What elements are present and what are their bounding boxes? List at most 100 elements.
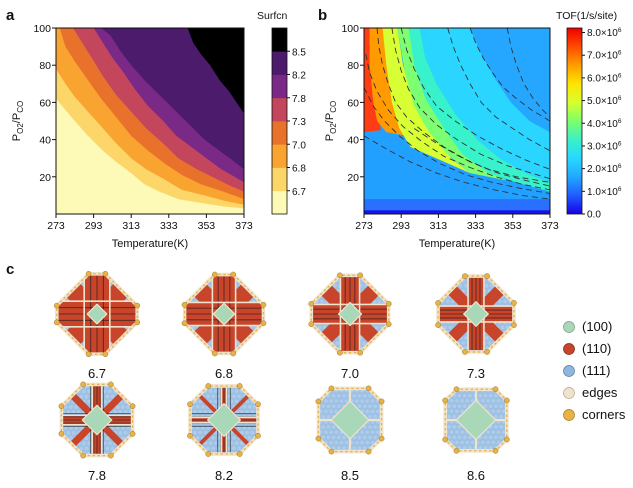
atom-dot (46, 421, 50, 425)
atom-dot (525, 373, 529, 377)
atom-dot (137, 395, 141, 399)
atom-dot (439, 409, 443, 413)
facet-100 (138, 415, 149, 426)
atom-dot (49, 295, 53, 299)
atom-dot (428, 325, 432, 329)
panel-b-ytick: 20 (347, 172, 359, 184)
atom-dot (270, 305, 274, 309)
panel-b-colorbar (566, 27, 583, 215)
atom-dot (144, 400, 148, 404)
atom-dot (504, 456, 508, 460)
atom-dot (508, 278, 513, 283)
atom-dot (355, 399, 359, 403)
atom-dot (329, 378, 333, 382)
atom-dot (271, 431, 275, 435)
atom-dot (429, 420, 433, 424)
atom-dot (388, 268, 392, 272)
tick-mantissa: 8.0×10 (587, 28, 618, 39)
atom-dot (523, 420, 527, 424)
atom-dot (239, 409, 244, 414)
atom-dot (302, 326, 306, 330)
atom-dot (399, 384, 403, 388)
atom-dot (499, 424, 503, 429)
facet-100 (517, 309, 526, 318)
atom-dot (53, 467, 57, 471)
atom-dot (235, 462, 239, 466)
corner-atom (315, 435, 322, 442)
atom-dot (137, 374, 141, 378)
atom-dot (66, 379, 70, 383)
atom-dot (389, 384, 393, 388)
atom-dot (234, 399, 239, 404)
atom-dot (520, 394, 524, 398)
atom-dot (48, 436, 52, 440)
atom-dot (176, 295, 180, 299)
facet-100 (462, 300, 490, 328)
tick-mantissa: 6.0×10 (587, 73, 618, 84)
atom-dot (389, 373, 393, 377)
atom-dot (189, 441, 192, 445)
atom-dot (188, 278, 193, 283)
atom-dot (302, 336, 306, 340)
atom-dot (458, 383, 462, 387)
facet-100 (426, 309, 435, 318)
atom-dot (379, 346, 384, 351)
atom-dot (270, 357, 274, 361)
atom-dot (332, 456, 336, 460)
atom-dot (208, 441, 213, 445)
atom-dot (56, 441, 60, 445)
atom-dot (439, 378, 443, 382)
atom-dot (179, 352, 183, 356)
atom-dot (301, 436, 305, 440)
atom-dot (144, 462, 148, 466)
corner-atom (435, 322, 441, 328)
atom-dot (304, 320, 308, 324)
atom-dot (257, 269, 261, 273)
atom-dot (354, 263, 358, 267)
colorbar-swatch-6.8 (272, 167, 287, 192)
atom-dot (437, 394, 441, 398)
tick-mantissa: 7.0×10 (587, 51, 618, 62)
atom-dot (425, 289, 429, 293)
atom-dot (138, 295, 142, 299)
tick-exponent: 6 (618, 163, 622, 170)
atom-dot (337, 456, 341, 460)
atom-dot (397, 410, 401, 414)
atom-dot (298, 378, 302, 382)
atom-dot (393, 279, 397, 283)
atom-dot (186, 263, 190, 267)
atom-dot (314, 462, 318, 466)
atom-dot (500, 325, 505, 330)
corner-atom (80, 452, 87, 459)
atom-dot (63, 405, 68, 409)
atom-dot (438, 357, 442, 361)
shape-label: 7.3 (467, 366, 485, 381)
atom-dot (346, 268, 350, 272)
atom-dot (204, 368, 208, 372)
atom-dot (183, 368, 187, 372)
atom-dot (483, 435, 488, 440)
atom-dot (188, 462, 192, 466)
corner-atom (442, 397, 449, 404)
atom-dot (77, 369, 81, 373)
facet-100 (86, 303, 108, 325)
atom-dot (491, 430, 496, 434)
atom-dot (307, 346, 311, 350)
atom-dot (505, 283, 510, 288)
atom-dot (269, 426, 273, 430)
panel-a-colorbar-title: Surfcn (257, 10, 288, 22)
atom-dot (253, 457, 257, 461)
atom-dot (448, 263, 452, 267)
atom-dot (77, 462, 81, 466)
atom-dot (264, 357, 268, 361)
atom-dot (331, 445, 336, 450)
atom-dot (386, 451, 390, 455)
atom-dot (460, 440, 464, 445)
atom-dot (274, 446, 278, 450)
atom-dot (461, 289, 466, 293)
atom-dot (306, 404, 310, 408)
atom-dot (251, 278, 256, 283)
panel-a-ytick: 80 (39, 60, 51, 72)
atom-dot (248, 467, 252, 471)
atom-dot (250, 379, 254, 383)
